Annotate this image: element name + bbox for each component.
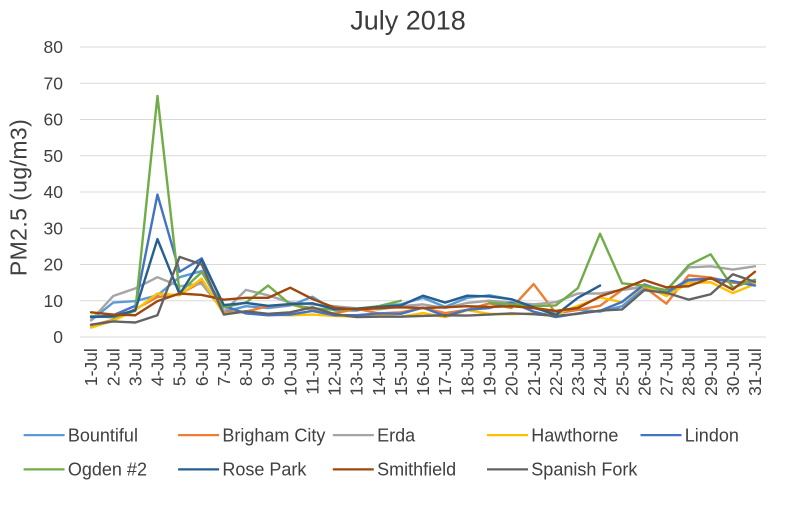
svg-text:17-Jul: 17-Jul: [435, 348, 455, 396]
svg-text:Rose Park: Rose Park: [222, 460, 307, 480]
svg-text:1-Jul: 1-Jul: [81, 348, 101, 386]
svg-text:70: 70: [44, 73, 64, 93]
svg-text:29-Jul: 29-Jul: [701, 348, 721, 396]
svg-text:23-Jul: 23-Jul: [568, 348, 588, 396]
svg-text:Spanish Fork: Spanish Fork: [531, 460, 638, 480]
svg-text:22-Jul: 22-Jul: [546, 348, 566, 396]
svg-text:12-Jul: 12-Jul: [325, 348, 345, 396]
svg-text:Erda: Erda: [377, 425, 416, 445]
svg-text:30: 30: [44, 218, 64, 238]
svg-text:16-Jul: 16-Jul: [413, 348, 433, 396]
svg-text:15-Jul: 15-Jul: [391, 348, 411, 396]
svg-text:28-Jul: 28-Jul: [679, 348, 699, 396]
svg-text:5-Jul: 5-Jul: [170, 348, 190, 386]
svg-text:July 2018: July 2018: [350, 6, 466, 36]
svg-text:8-Jul: 8-Jul: [236, 348, 256, 386]
svg-text:Ogden #2: Ogden #2: [68, 460, 147, 480]
svg-text:40: 40: [44, 182, 64, 202]
svg-text:80: 80: [44, 37, 64, 57]
svg-text:0: 0: [53, 327, 63, 347]
svg-text:10: 10: [44, 291, 64, 311]
svg-text:60: 60: [44, 110, 64, 130]
svg-text:11-Jul: 11-Jul: [302, 348, 322, 394]
svg-text:Bountiful: Bountiful: [68, 425, 138, 445]
svg-text:19-Jul: 19-Jul: [479, 348, 499, 396]
svg-text:27-Jul: 27-Jul: [657, 348, 677, 396]
svg-text:6-Jul: 6-Jul: [192, 348, 212, 386]
svg-text:4-Jul: 4-Jul: [148, 348, 168, 386]
svg-text:20-Jul: 20-Jul: [502, 348, 522, 396]
svg-text:30-Jul: 30-Jul: [723, 348, 743, 396]
svg-text:2-Jul: 2-Jul: [103, 348, 123, 386]
svg-text:13-Jul: 13-Jul: [347, 348, 367, 396]
svg-text:20: 20: [44, 255, 64, 275]
svg-text:7-Jul: 7-Jul: [214, 348, 234, 386]
svg-text:Brigham City: Brigham City: [222, 425, 325, 445]
svg-text:26-Jul: 26-Jul: [634, 348, 654, 396]
svg-text:Lindon: Lindon: [685, 425, 739, 445]
svg-text:24-Jul: 24-Jul: [590, 348, 610, 396]
svg-text:Hawthorne: Hawthorne: [531, 425, 618, 445]
svg-text:14-Jul: 14-Jul: [369, 348, 389, 396]
svg-text:3-Jul: 3-Jul: [125, 348, 145, 386]
svg-text:PM2.5 (ug/m3): PM2.5 (ug/m3): [6, 119, 32, 276]
svg-text:50: 50: [44, 146, 64, 166]
svg-text:21-Jul: 21-Jul: [524, 348, 544, 396]
svg-text:9-Jul: 9-Jul: [258, 348, 278, 386]
svg-text:Smithfield: Smithfield: [377, 460, 456, 480]
svg-text:10-Jul: 10-Jul: [280, 348, 300, 396]
svg-text:25-Jul: 25-Jul: [612, 348, 632, 396]
svg-text:31-Jul: 31-Jul: [745, 348, 765, 396]
svg-text:18-Jul: 18-Jul: [457, 348, 477, 396]
